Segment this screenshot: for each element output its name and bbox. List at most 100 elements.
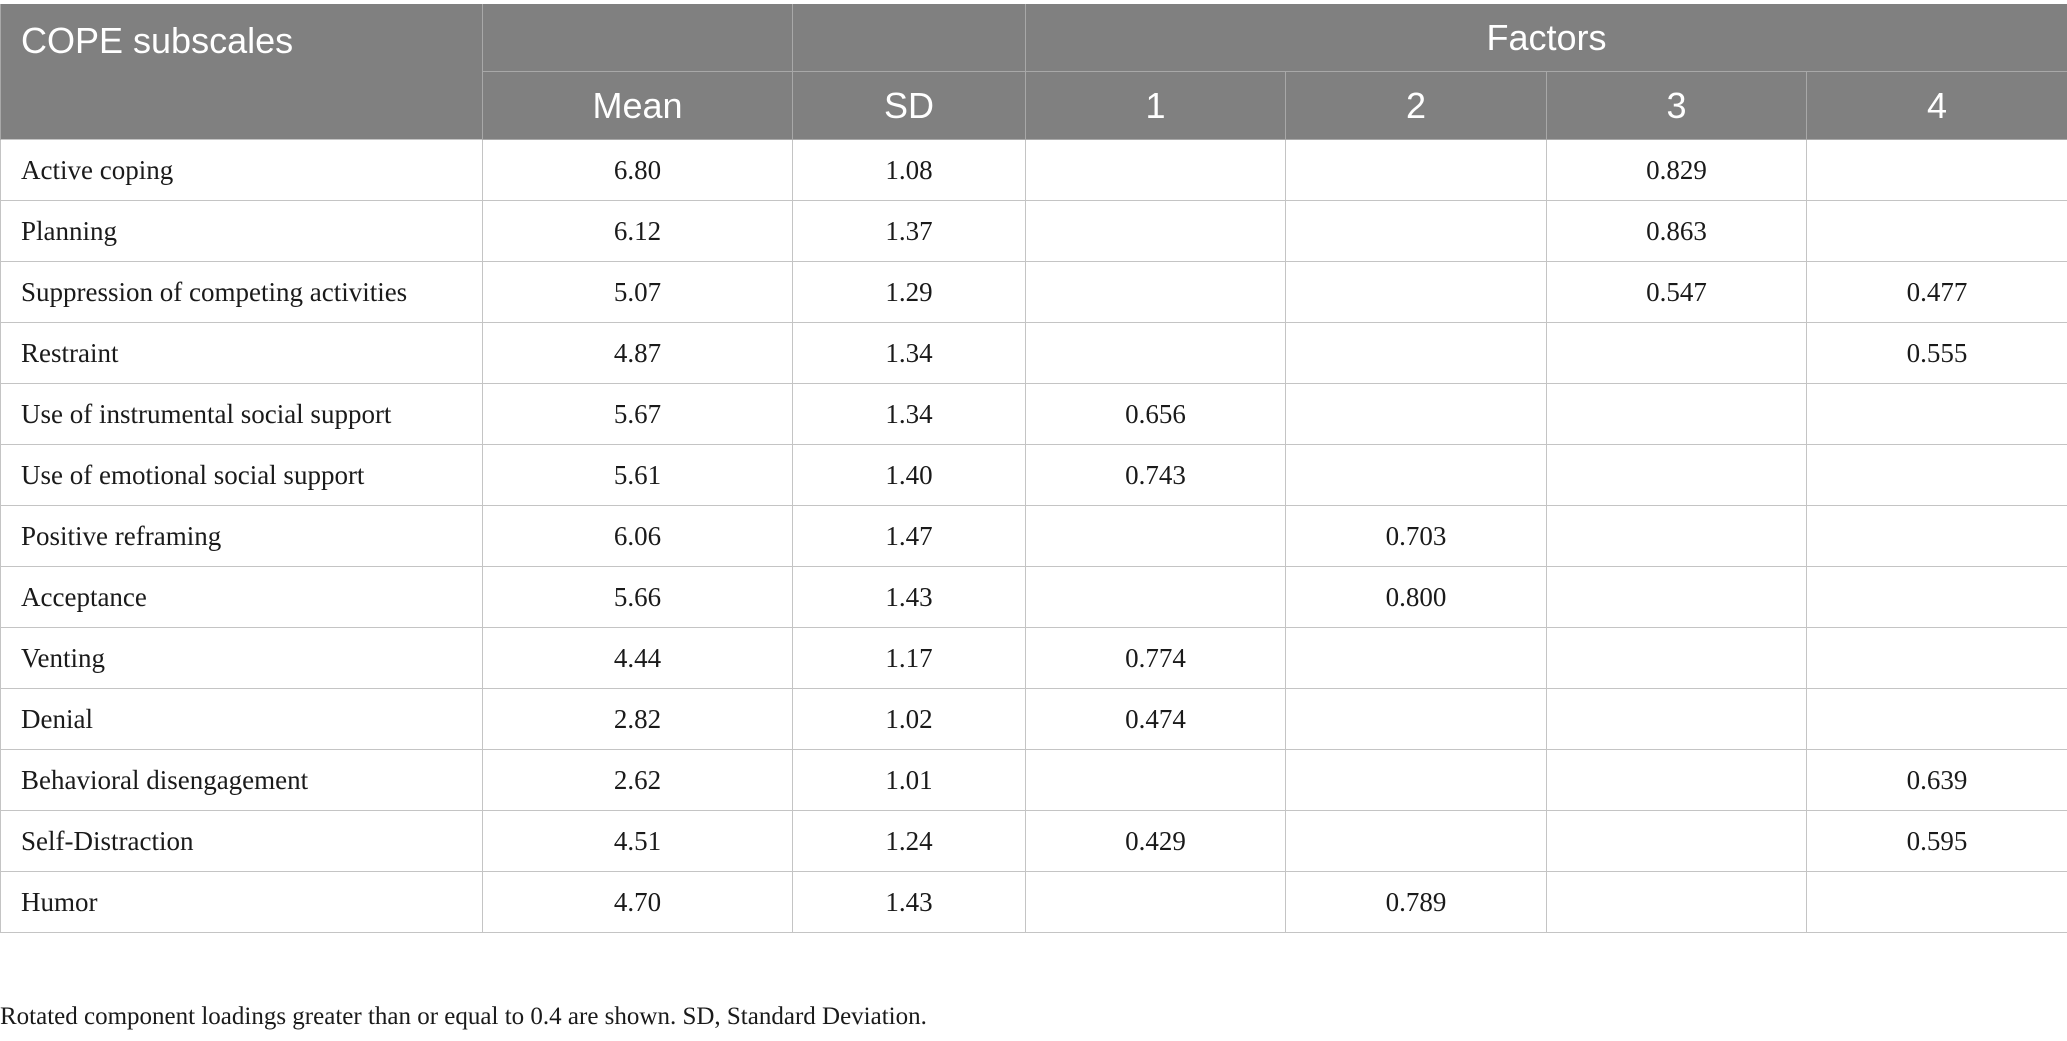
cell-factor-2: 0.703: [1285, 505, 1547, 567]
cell-sd: 1.34: [792, 383, 1026, 445]
cell-factor-3: [1546, 871, 1807, 933]
cell-factor-2: [1285, 200, 1547, 262]
table-body: Active coping 6.80 1.08 0.829 Planning 6…: [0, 139, 2067, 933]
row-label: Self-Distraction: [0, 810, 483, 872]
cell-mean: 5.67: [482, 383, 793, 445]
cell-factor-3: [1546, 810, 1807, 872]
cell-sd: 1.08: [792, 139, 1026, 201]
cell-mean: 4.44: [482, 627, 793, 689]
cell-factor-1: [1025, 200, 1286, 262]
cell-mean: 5.66: [482, 566, 793, 628]
header-factors: Factors: [1024, 4, 2067, 72]
cell-factor-3: 0.863: [1546, 200, 1807, 262]
cell-factor-3: 0.547: [1546, 261, 1807, 323]
cell-factor-4: [1805, 566, 2067, 628]
row-label: Planning: [0, 200, 483, 262]
cell-mean: 6.06: [482, 505, 793, 567]
cell-mean: 5.07: [482, 261, 793, 323]
cell-factor-2: [1285, 749, 1547, 811]
cell-factor-4: [1805, 688, 2067, 750]
header-factor-3: 3: [1546, 71, 1807, 140]
row-label: Positive reframing: [0, 505, 483, 567]
cell-factor-4: [1805, 505, 2067, 567]
table-row: Planning 6.12 1.37 0.863: [0, 200, 2067, 262]
header-factor-2: 2: [1285, 71, 1547, 140]
cell-sd: 1.43: [792, 566, 1026, 628]
cell-factor-4: [1805, 200, 2067, 262]
cell-factor-2: [1285, 322, 1547, 384]
cell-mean: 5.61: [482, 444, 793, 506]
cell-sd: 1.34: [792, 322, 1026, 384]
header-factor-1: 1: [1025, 71, 1286, 140]
cell-sd: 1.37: [792, 200, 1026, 262]
table-row: Humor 4.70 1.43 0.789: [0, 871, 2067, 933]
cell-factor-3: [1546, 505, 1807, 567]
table-row: Positive reframing 6.06 1.47 0.703: [0, 505, 2067, 567]
cell-factor-1: 0.474: [1025, 688, 1286, 750]
cell-sd: 1.29: [792, 261, 1026, 323]
cell-sd: 1.47: [792, 505, 1026, 567]
cell-factor-3: [1546, 627, 1807, 689]
table-row: Restraint 4.87 1.34 0.555: [0, 322, 2067, 384]
row-label: Venting: [0, 627, 483, 689]
cell-factor-1: [1025, 505, 1286, 567]
cell-factor-3: [1546, 688, 1807, 750]
cell-mean: 6.80: [482, 139, 793, 201]
cell-factor-4: 0.639: [1805, 749, 2067, 811]
cell-factor-4: [1805, 871, 2067, 933]
table-row: Self-Distraction 4.51 1.24 0.429 0.595: [0, 810, 2067, 872]
cell-factor-4: [1805, 444, 2067, 506]
cell-factor-4: 0.477: [1805, 261, 2067, 323]
cell-factor-2: [1285, 688, 1547, 750]
cell-factor-4: 0.555: [1805, 322, 2067, 384]
cell-factor-1: 0.743: [1025, 444, 1286, 506]
header-empty-sd-top: [792, 4, 1026, 72]
cell-sd: 1.01: [792, 749, 1026, 811]
cell-factor-2: [1285, 627, 1547, 689]
table-row: Suppression of competing activities 5.07…: [0, 261, 2067, 323]
cell-factor-1: 0.656: [1025, 383, 1286, 445]
cell-factor-1: [1025, 566, 1286, 628]
cell-factor-2: 0.800: [1285, 566, 1547, 628]
cell-factor-3: [1546, 566, 1807, 628]
row-label: Humor: [0, 871, 483, 933]
table-row: Use of emotional social support 5.61 1.4…: [0, 444, 2067, 506]
table-row: Venting 4.44 1.17 0.774: [0, 627, 2067, 689]
table-row: Denial 2.82 1.02 0.474: [0, 688, 2067, 750]
cell-sd: 1.17: [792, 627, 1026, 689]
header-cope-subscales: COPE subscales: [0, 4, 483, 140]
table-row: Behavioral disengagement 2.62 1.01 0.639: [0, 749, 2067, 811]
header-mean: Mean: [482, 71, 793, 140]
cell-mean: 4.70: [482, 871, 793, 933]
cell-factor-3: [1546, 444, 1807, 506]
cell-factor-4: [1805, 627, 2067, 689]
table-footnote: Rotated component loadings greater than …: [0, 1003, 927, 1030]
cell-factor-1: [1025, 749, 1286, 811]
row-label: Restraint: [0, 322, 483, 384]
cope-table-container: COPE subscales Factors Mean SD 1 2 3 4 A…: [0, 4, 2067, 933]
cell-factor-2: [1285, 444, 1547, 506]
row-label: Acceptance: [0, 566, 483, 628]
cell-factor-3: 0.829: [1546, 139, 1807, 201]
row-label: Use of instrumental social support: [0, 383, 483, 445]
row-label: Denial: [0, 688, 483, 750]
cell-mean: 4.87: [482, 322, 793, 384]
cell-mean: 2.62: [482, 749, 793, 811]
cell-factor-1: [1025, 322, 1286, 384]
cell-mean: 2.82: [482, 688, 793, 750]
cell-factor-4: [1805, 139, 2067, 201]
cell-factor-2: 0.789: [1285, 871, 1547, 933]
cell-factor-2: [1285, 810, 1547, 872]
header-sd: SD: [792, 71, 1026, 140]
cell-mean: 6.12: [482, 200, 793, 262]
cell-factor-1: [1025, 139, 1286, 201]
table-header: COPE subscales Factors Mean SD 1 2 3 4: [0, 4, 2067, 140]
cell-factor-1: 0.429: [1025, 810, 1286, 872]
cell-sd: 1.40: [792, 444, 1026, 506]
cell-factor-1: 0.774: [1025, 627, 1286, 689]
row-label: Suppression of competing activities: [0, 261, 483, 323]
cell-factor-1: [1025, 261, 1286, 323]
cope-factor-table: COPE subscales Factors Mean SD 1 2 3 4 A…: [0, 4, 2067, 933]
table-row: Use of instrumental social support 5.67 …: [0, 383, 2067, 445]
header-factor-4: 4: [1805, 71, 2067, 140]
